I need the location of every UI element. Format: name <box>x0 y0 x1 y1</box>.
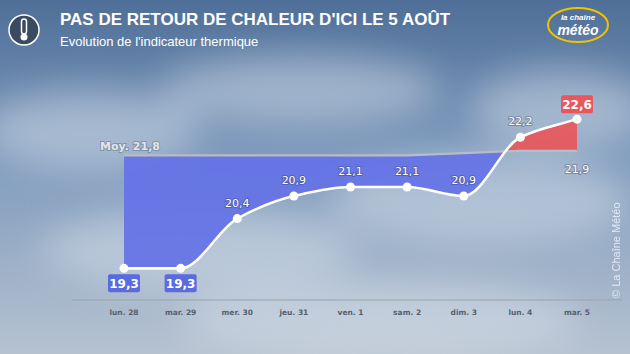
x-tick-label: mar. 29 <box>165 308 196 317</box>
logo-text: la chaîne <box>561 13 596 22</box>
credit: © La Chaîne Météo <box>610 202 622 298</box>
data-label: 19,3 <box>109 277 139 291</box>
data-labels: 19,3 19,3 20,4 20,9 21,1 21,1 20,9 22,2 22,6 Moy.… <box>100 95 593 292</box>
logo-text: météo <box>557 22 599 38</box>
point <box>459 192 468 201</box>
point <box>403 182 412 191</box>
thermo-icon <box>9 15 39 45</box>
label-box <box>561 95 593 113</box>
title: PAS DE RETOUR DE CHALEUR D'ICI LE 5 AOÛT <box>60 10 451 29</box>
data-label: 21,1 <box>338 165 363 178</box>
below-average-area <box>124 119 577 268</box>
data-label: 22,2 <box>508 115 533 128</box>
x-tick-label: ven. 1 <box>338 308 364 317</box>
logo: la chaînemétéo <box>548 8 608 42</box>
point <box>233 214 242 223</box>
point <box>289 192 298 201</box>
subtitle: Evolution de l'indicateur thermique <box>60 34 258 49</box>
x-tick-label: lun. 4 <box>508 308 532 317</box>
below-fill-group <box>124 119 577 268</box>
point <box>120 264 129 273</box>
average-line <box>124 151 577 156</box>
point <box>573 115 582 124</box>
x-tick-label: dim. 3 <box>451 308 477 317</box>
label-box <box>108 274 140 292</box>
average-name: Moy. <box>100 140 129 153</box>
data-label: 19,3 <box>166 277 196 291</box>
chart-root: PAS DE RETOUR DE CHALEUR D'ICI LE 5 AOÛT… <box>0 0 630 354</box>
x-tick-label: lun. 28 <box>109 308 138 317</box>
thermo-icon <box>22 19 27 34</box>
x-tick-label: sam. 2 <box>393 308 421 317</box>
data-label: 20,9 <box>452 174 477 187</box>
above-fill-group <box>124 119 577 268</box>
point <box>346 182 355 191</box>
above-average-area <box>124 119 577 268</box>
label-box <box>165 274 197 292</box>
point <box>176 264 185 273</box>
data-label: 20,9 <box>282 174 307 187</box>
chart-svg: PAS DE RETOUR DE CHALEUR D'ICI LE 5 AOÛT… <box>0 0 630 354</box>
data-label: 22,6 <box>562 98 592 112</box>
x-axis <box>72 300 622 301</box>
x-tick-label: mar. 5 <box>564 308 590 317</box>
point <box>516 133 525 142</box>
average-label: 21,9 <box>565 163 590 176</box>
x-tick-label: jeu. 31 <box>278 308 308 317</box>
cloud <box>160 55 440 125</box>
plot-area <box>120 115 582 273</box>
logo-ring <box>548 8 608 42</box>
cloud <box>180 280 580 354</box>
average-label: Moy. 21,8 <box>100 140 160 153</box>
data-label: 20,4 <box>225 197 250 210</box>
clouds <box>0 55 630 354</box>
average-value: 21,8 <box>133 140 160 153</box>
thermo-icon <box>21 34 28 41</box>
data-label: 21,1 <box>395 165 420 178</box>
main-line <box>124 119 577 268</box>
x-tick-label: mer. 30 <box>222 308 253 317</box>
